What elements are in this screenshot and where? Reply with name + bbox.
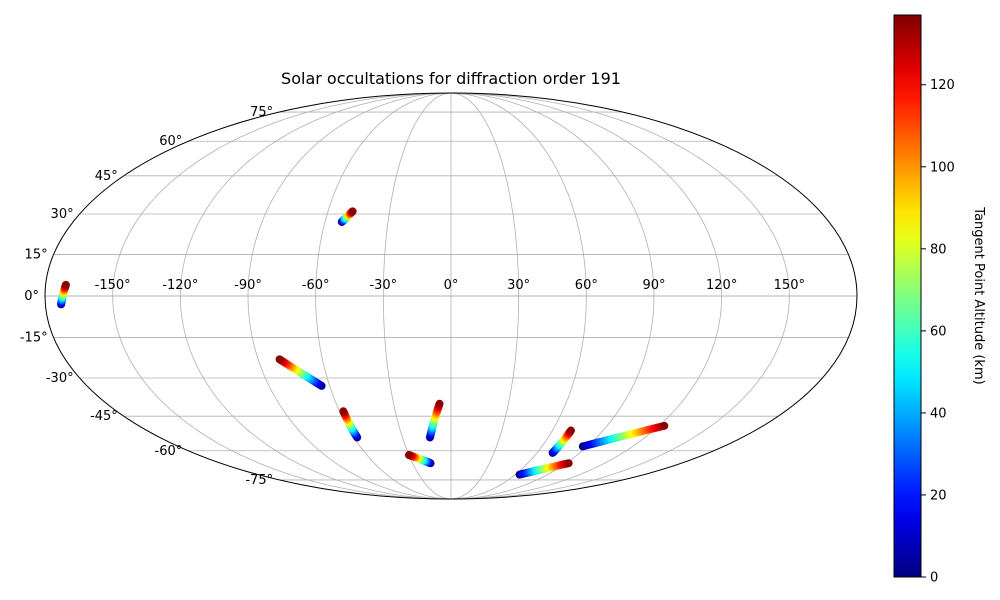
longitude-gridline: [450, 93, 520, 499]
longitude-tick-label: -90°: [234, 278, 262, 293]
longitude-tick-label: 150°: [774, 278, 805, 293]
latitude-tick-label: -30°: [46, 371, 74, 386]
data-point: [435, 399, 444, 408]
latitude-tick-label: 45°: [95, 169, 118, 184]
colorbar-label: Tangent Point Altitude (km): [971, 206, 986, 384]
data-point: [404, 451, 413, 460]
data-point: [339, 407, 348, 416]
longitude-gridline: [112, 93, 452, 499]
longitude-tick-label: -60°: [302, 278, 330, 293]
latitude-tick-label: 30°: [51, 207, 74, 222]
latitude-tick-label: -60°: [155, 444, 183, 459]
colorbar-tick-label: 40: [930, 406, 947, 421]
mollweide-map: -150° -120° -90° -60° -30° 0° 30° 60° 90° 120° 150…: [20, 92, 858, 500]
occultation-track-1: [57, 280, 70, 309]
longitude-tick-label: 0°: [444, 278, 459, 293]
longitude-tick-label: 120°: [706, 278, 737, 293]
longitude-tick-label: 30°: [507, 278, 530, 293]
data-point: [275, 355, 284, 364]
latitude-tick-label: 0°: [24, 289, 39, 304]
colorbar-tick-label: 60: [930, 324, 947, 339]
colorbar-tick-label: 0: [930, 571, 938, 586]
longitude-tick-label: 90°: [642, 278, 665, 293]
longitude-gridline: [247, 93, 452, 499]
occultation-track-7: [548, 426, 575, 457]
data-point: [564, 459, 573, 468]
colorbar-tick-label: 80: [930, 242, 947, 257]
occultation-track-4: [339, 407, 362, 442]
colorbar-gradient: [893, 14, 922, 578]
data-point: [61, 280, 70, 289]
colorbar-tick-label: 100: [930, 160, 955, 175]
occultation-track-3: [275, 355, 326, 390]
data-point: [348, 207, 357, 216]
data-point: [566, 426, 575, 435]
longitude-gridline: [382, 93, 452, 499]
latitude-tick-label: -75°: [245, 473, 273, 488]
longitude-gridline: [315, 93, 452, 499]
chart-title: Solar occultations for diffraction order…: [281, 69, 621, 88]
colorbar-tick-label: 20: [930, 488, 947, 503]
longitude-tick-label: -30°: [369, 278, 397, 293]
longitude-gridline: [450, 93, 790, 499]
longitude-gridline: [450, 93, 587, 499]
longitude-tick-label: -120°: [162, 278, 198, 293]
colorbar-tick-label: 120: [930, 78, 955, 93]
longitude-tick-label: -150°: [95, 278, 131, 293]
longitude-gridline: [450, 93, 723, 499]
occultation-track-5: [425, 399, 444, 442]
latitude-tick-label: -45°: [90, 409, 118, 424]
latitude-tick-label: 75°: [250, 105, 273, 120]
colorbar: 0 20 40 60 80 100 120 Tangent Point Altitude (k…: [893, 14, 986, 586]
latitude-tick-label: 60°: [159, 134, 182, 149]
data-point: [660, 421, 669, 430]
latitude-tick-label: -15°: [20, 331, 48, 346]
longitude-tick-label: 60°: [575, 278, 598, 293]
latitude-tick-label: 15°: [25, 247, 48, 262]
longitude-gridline: [450, 93, 655, 499]
longitude-gridline: [179, 93, 452, 499]
map-boundary: [44, 92, 858, 500]
occultation-track-2: [337, 207, 357, 226]
occultation-track-8: [515, 459, 573, 479]
occultation-track-9: [578, 421, 669, 451]
occultation-track-6: [404, 451, 435, 468]
graticule: [45, 93, 857, 499]
